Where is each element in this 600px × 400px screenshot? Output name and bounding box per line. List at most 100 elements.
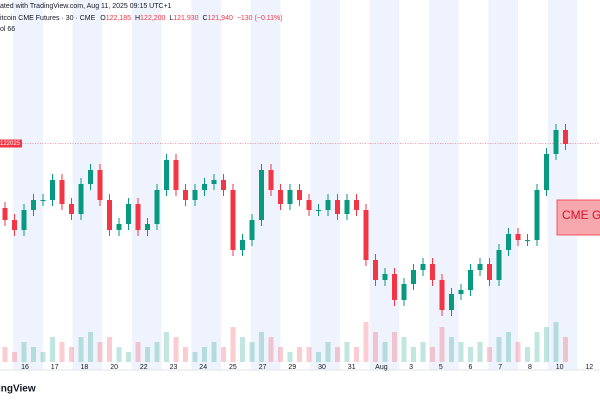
- volume-bar: [487, 347, 492, 362]
- candle-body: [392, 274, 397, 300]
- candle-body: [88, 170, 93, 184]
- candle-body: [50, 180, 55, 200]
- volume-bar: [525, 347, 530, 362]
- candle-body: [249, 220, 255, 240]
- change: −130 (−0.11%): [237, 15, 283, 22]
- h-label: H: [135, 15, 140, 22]
- candle-body: [525, 240, 530, 241]
- volume-bar: [401, 337, 407, 362]
- candle-body: [458, 290, 464, 294]
- x-tick-label: 29: [288, 364, 296, 371]
- candle-body: [534, 190, 540, 240]
- x-tick-label: 30: [318, 364, 326, 371]
- x-tick-label: 27: [259, 364, 267, 371]
- candle-body: [12, 220, 17, 230]
- candle-body: [78, 184, 84, 214]
- candle-body: [411, 270, 416, 284]
- volume-bar: [107, 337, 112, 362]
- volume-bar: [202, 347, 207, 362]
- candle-body: [287, 190, 293, 204]
- volume-bar: [544, 327, 549, 362]
- volume-bar: [553, 322, 559, 362]
- high: 122,200: [140, 15, 165, 22]
- volume-bar: [506, 332, 511, 362]
- plot: 16 17 18 20 22 23 24 25 27 29 30 31 Aug 3 5 6 7 8 10 12 1220…: [0, 124, 600, 371]
- candle-body: [240, 240, 245, 250]
- volume-bar: [116, 347, 122, 362]
- volume-bar: [31, 347, 36, 362]
- volume-bar: [496, 337, 502, 362]
- volume-bar: [78, 337, 84, 362]
- day-band: [369, 0, 400, 370]
- volume-bar: [458, 342, 464, 362]
- volume-bar: [439, 327, 445, 362]
- l-label: L: [169, 15, 173, 22]
- volume-bar: [59, 342, 65, 362]
- candle-body: [268, 170, 274, 190]
- x-tick-label: 7: [498, 364, 502, 371]
- volume-bar: [287, 352, 293, 362]
- volume-bar: [192, 352, 198, 362]
- volume-bar: [278, 347, 283, 362]
- annotation-box: [556, 199, 600, 236]
- x-tick-label: 6: [469, 364, 473, 371]
- candle-body: [31, 200, 36, 210]
- volume-bar: [354, 347, 359, 362]
- volume-bar: [316, 352, 321, 362]
- header-line: ated with TradingView.com, Aug 11, 2025 …: [0, 3, 172, 10]
- open: 122,185: [106, 15, 131, 22]
- candle-body: [278, 190, 283, 204]
- candle-body: [21, 210, 27, 230]
- volume-bar: [40, 352, 46, 362]
- candle-body: [183, 190, 188, 200]
- candle-body: [173, 160, 179, 190]
- x-tick-label: 23: [170, 364, 178, 371]
- volume-bar: [449, 337, 454, 362]
- candle-body: [439, 280, 445, 310]
- day-band: [488, 0, 519, 370]
- candle-body: [468, 270, 473, 290]
- volume-bar: [382, 342, 388, 362]
- candle-body: [259, 170, 264, 220]
- day-band: [428, 0, 459, 370]
- volume-bar: [69, 347, 74, 362]
- header-symbol: itcoin CME Futures · 30 · CME O122,185 H…: [0, 15, 283, 22]
- x-tick-label: 3: [409, 364, 413, 371]
- x-tick-label: 8: [528, 364, 532, 371]
- volume-bar: [468, 347, 473, 362]
- candle-body: [202, 184, 207, 190]
- x-tick-label: Aug: [375, 364, 388, 371]
- volume-bar: [154, 342, 160, 362]
- candle-body: [563, 130, 568, 144]
- candle-body: [192, 190, 198, 200]
- volume-bar: [363, 322, 369, 362]
- candle-body: [430, 264, 435, 280]
- x-tick-label: 25: [229, 364, 237, 371]
- volume-bar: [563, 337, 568, 362]
- candle-body: [487, 264, 492, 280]
- volume-bar: [164, 332, 169, 362]
- candle-body: [145, 224, 150, 230]
- candle-body: [344, 200, 350, 214]
- candle-body: [69, 204, 74, 214]
- volume-bar: [297, 347, 302, 362]
- x-tick-label: 17: [51, 364, 59, 371]
- logo: ingView: [0, 384, 36, 395]
- candle-body: [363, 210, 369, 260]
- volume-bar: [534, 332, 540, 362]
- c-label: C: [202, 15, 207, 22]
- candle-body: [126, 204, 131, 224]
- candle-body: [382, 274, 388, 280]
- candle-body: [553, 130, 559, 154]
- volume-bar: [249, 342, 255, 362]
- day-band: [72, 0, 103, 370]
- candle-body: [449, 294, 454, 310]
- volume-bar: [515, 342, 521, 362]
- annotation: CME GA: [562, 208, 600, 222]
- x-tick-label: 22: [140, 364, 148, 371]
- x-tick-label: 18: [81, 364, 89, 371]
- volume-bar: [373, 332, 378, 362]
- candle-body: [401, 284, 407, 300]
- candle-body: [116, 224, 122, 230]
